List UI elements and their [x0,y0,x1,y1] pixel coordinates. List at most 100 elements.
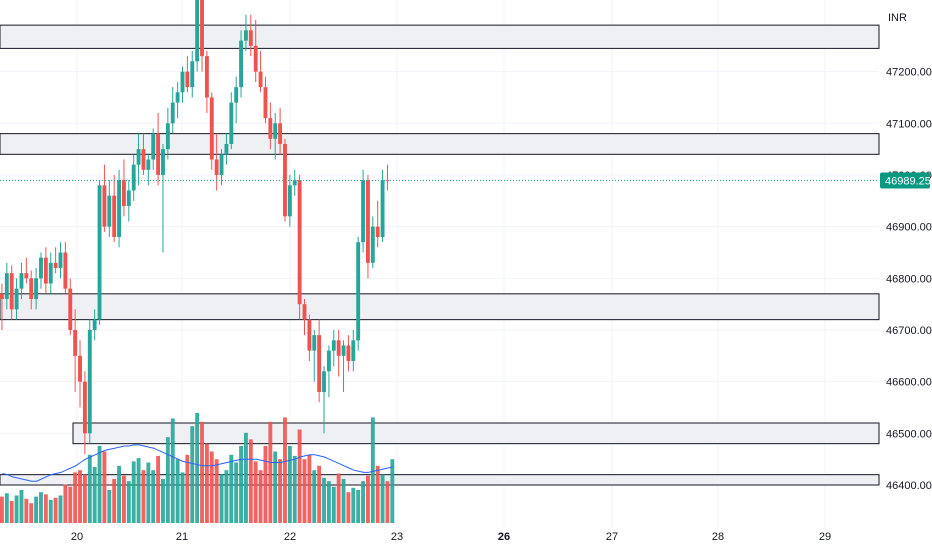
candle [317,319,322,403]
candle [180,66,185,103]
date-tick-label: 20 [71,531,83,543]
volume-bar [126,481,131,523]
candle [165,107,170,160]
candle [326,345,331,398]
volume-bar [209,451,214,523]
volume-bar [78,470,82,523]
candle [200,0,204,72]
volume-bar [195,413,200,523]
candle [195,0,200,72]
volume-bar [370,417,375,523]
candlesticks [0,0,390,454]
volume-ma-line [2,444,393,482]
volume-bar [390,459,395,523]
zone-box [0,24,880,49]
volume-bar [268,421,273,523]
candle [170,87,175,134]
volume-bar [9,501,14,523]
candle [385,164,390,191]
zone-box [0,133,880,155]
candle [356,236,361,351]
candle [39,252,43,289]
volume-bar [312,470,317,523]
candle [146,154,151,186]
volume-bar [102,451,107,523]
volume-bar [239,446,243,523]
volume-bar [82,474,87,523]
volume-bar [375,465,380,523]
volume-bar [117,465,121,523]
candle [375,200,380,248]
date-tick-label: 21 [176,531,188,543]
volume-bar [229,454,234,523]
candle [97,180,102,325]
volume-bar [185,454,190,523]
volume-bar [336,473,341,523]
date-tick-label: 23 [391,531,403,543]
candle [278,107,283,155]
volume-bar [58,495,63,523]
date-tick-label: 27 [606,531,618,543]
candle [82,371,87,454]
candle [78,340,82,408]
candle [346,335,351,372]
candle [175,81,180,119]
candle [63,242,68,294]
candle [126,180,131,222]
candle [131,154,136,201]
volume-bar [234,462,239,523]
candle [370,216,375,268]
candle [292,169,297,196]
zone-box [72,422,880,445]
volume-bar [146,462,151,523]
volume-bar [73,472,78,523]
volume-bar [87,454,92,523]
volume-bar [253,461,258,523]
volume-bar [107,490,112,523]
volume-bar [356,490,361,523]
candle [112,174,117,243]
volume-bar [161,479,165,523]
volume-bar [263,446,268,523]
volume-bar [322,477,326,523]
volume-bar [43,494,48,523]
candle [229,92,234,150]
volume-bar [214,459,219,523]
support-resistance-zones [0,24,880,486]
volume-bar [156,455,161,523]
volume-bar [175,459,180,523]
candle [0,283,4,330]
candle [117,169,121,248]
candle [351,329,356,372]
candle [258,50,263,93]
candle [58,242,63,279]
candle [273,112,278,160]
candle [263,76,268,124]
chart-grid [0,0,879,528]
price-axis[interactable]: INR 47200.0047100.0047000.0046900.004680… [886,12,932,492]
volume-bar [278,459,283,523]
price-tick-label: 46500.00 [886,428,932,440]
volume-bar [151,470,156,523]
candle [19,262,24,299]
candle [34,267,39,310]
volume-bar [39,492,43,523]
candle [209,92,214,170]
candle [73,309,78,392]
candle [219,149,224,186]
volume-bar [292,455,297,523]
candle [234,76,239,124]
candle [185,56,190,93]
candle [161,143,165,253]
volume-bar [112,479,117,523]
candle [102,164,107,232]
price-tick-label: 46800.00 [886,273,932,285]
volume-bar [351,487,356,523]
volume-bar [366,475,370,523]
volume-bar [122,475,126,523]
date-axis[interactable]: 20 21 22 23 26 27 28 29 [71,531,831,543]
candle [322,366,326,434]
date-tick-label: 26 [498,531,510,543]
candle [53,247,58,274]
